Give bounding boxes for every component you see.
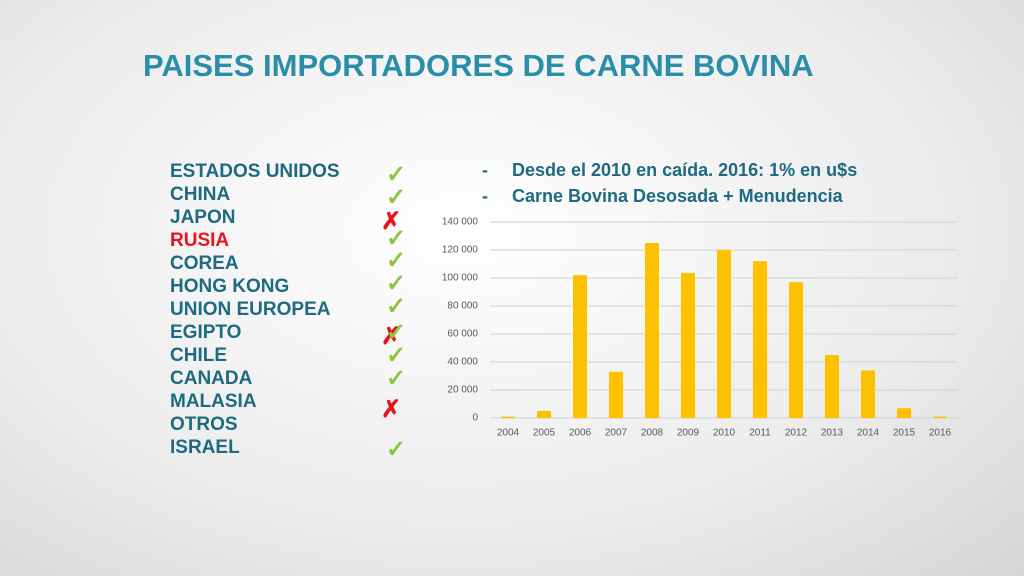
y-tick-label: 0 [472,413,478,424]
bar [861,370,875,418]
y-tick-label: 140 000 [442,217,479,228]
bullet-text: Desde el 2010 en caída. 2016: 1% en u$s [512,160,858,180]
bar [897,408,911,418]
country-name: ISRAEL [170,437,240,458]
cross-mark: ✗ [381,323,402,350]
x-tick-label: 2004 [497,428,520,439]
check-mark: ✓ [386,161,407,188]
country-name: COREA [170,253,239,274]
bar [609,371,623,418]
country-name: CHINA [170,184,231,205]
x-tick-label: 2007 [605,428,628,439]
x-tick-label: 2008 [641,428,664,439]
x-tick-label: 2014 [857,428,880,439]
country-name: HONG KONG [170,276,290,297]
check-mark: ✓ [386,247,407,274]
bar [753,261,767,418]
x-tick-label: 2011 [749,428,771,439]
bar [573,275,587,418]
country-name: RUSIA [170,230,230,251]
cross-mark: ✗ [381,208,402,235]
country-name: JAPON [170,207,236,228]
slide-title: PAISES IMPORTADORES DE CARNE BOVINA [143,48,814,83]
bar [933,416,947,418]
country-name: MALASIA [170,391,257,412]
x-tick-label: 2013 [821,428,844,439]
y-tick-label: 80 000 [447,301,478,312]
country-name: EGIPTO [170,322,242,343]
check-mark: ✓ [386,225,407,252]
country-name: CHILE [170,345,227,366]
bar [825,355,839,418]
check-mark: ✓ [386,270,407,297]
y-tick-label: 100 000 [442,273,479,284]
x-tick-label: 2006 [569,428,592,439]
country-name: UNION EUROPEA [170,299,331,320]
country-name: OTROS [170,414,238,435]
y-tick-label: 20 000 [447,385,478,396]
check-mark: ✓ [386,319,407,346]
bar [717,250,731,418]
cross-mark: ✗ [381,396,402,423]
x-tick-label: 2015 [893,428,916,439]
check-mark: ✓ [386,184,407,211]
y-tick-label: 60 000 [447,329,478,340]
check-mark: ✓ [386,365,407,392]
bar [501,416,515,418]
bullet-text: Carne Bovina Desosada + Menudencia [512,186,843,206]
country-name: CANADA [170,368,253,389]
x-tick-label: 2016 [929,428,952,439]
bullet-dash: - [482,160,488,180]
y-tick-label: 40 000 [447,357,478,368]
country-name: ESTADOS UNIDOS [170,161,340,182]
x-tick-label: 2012 [785,428,808,439]
bar [537,411,551,418]
bullet-dash: - [482,186,488,206]
check-mark: ✓ [386,436,407,463]
check-mark: ✓ [386,342,407,369]
bar [645,243,659,418]
check-mark: ✓ [386,293,407,320]
bar [681,273,695,418]
y-tick-label: 120 000 [442,245,479,256]
x-tick-label: 2005 [533,428,556,439]
x-tick-label: 2009 [677,428,700,439]
x-tick-label: 2010 [713,428,736,439]
bar [789,282,803,418]
